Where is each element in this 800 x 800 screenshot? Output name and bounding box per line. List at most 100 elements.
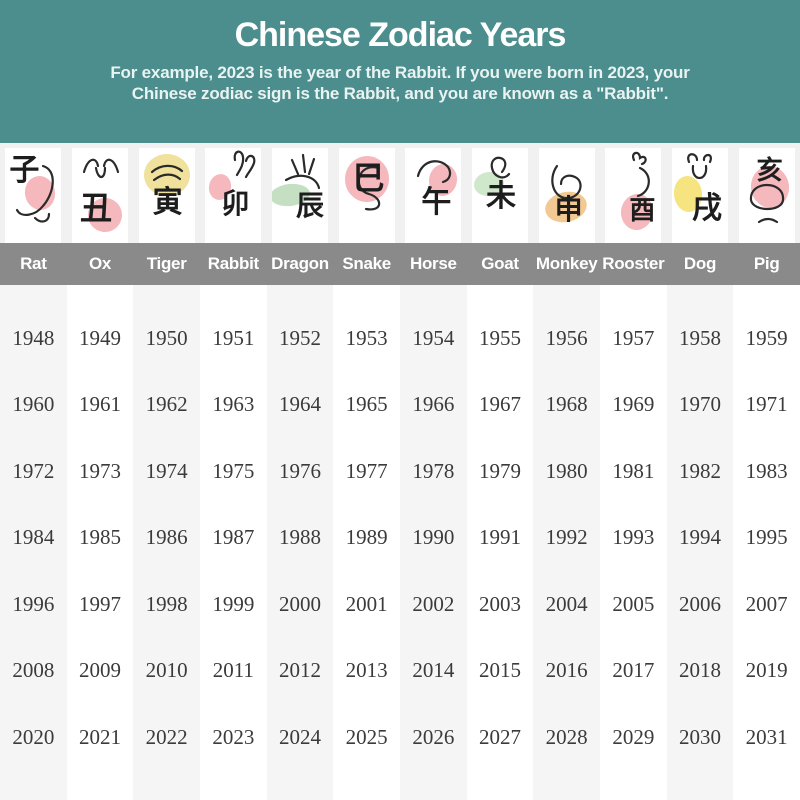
page-subtitle: For example, 2023 is the year of the Rab… (0, 62, 800, 104)
year-column-ox: 1949 1961 1973 1985 1997 2009 2021 (66, 285, 134, 800)
year-cell: 1961 (78, 392, 121, 417)
year-cell: 2010 (145, 658, 188, 683)
year-cell: 1982 (678, 458, 721, 483)
year-column-dog: 1958 1970 1982 1994 2006 2018 2030 (666, 285, 734, 800)
year-cell: 2023 (212, 724, 255, 749)
year-column-tiger: 1950 1962 1974 1986 1998 2010 2022 (133, 285, 200, 800)
year-cell: 2022 (145, 724, 188, 749)
year-cell: 1983 (745, 458, 788, 483)
year-cell: 1986 (145, 525, 188, 550)
year-cell: 2025 (345, 724, 388, 749)
year-column-rabbit: 1951 1963 1975 1987 1999 2011 2023 (199, 285, 267, 800)
zodiac-character-horse: 午 (421, 185, 452, 220)
year-cell: 1981 (612, 458, 655, 483)
column-header-pig: Pig (753, 254, 780, 273)
year-cell: 1957 (612, 325, 655, 350)
year-cell: 1960 (12, 392, 55, 417)
year-cell: 1965 (345, 392, 388, 417)
year-cell: 1996 (12, 591, 55, 616)
column-header-dragon: Dragon (271, 254, 329, 273)
zodiac-character-ox: 丑 (79, 189, 112, 227)
zodiac-dragon-icon: 辰 (271, 148, 328, 243)
year-cell: 2003 (478, 591, 521, 616)
year-cell: 1971 (745, 392, 788, 417)
brush-animal-drawing (417, 160, 452, 184)
zodiac-goat-icon: 未 (471, 148, 528, 243)
zodiac-icon-cell-dragon: 辰 (267, 143, 334, 243)
year-cell: 2031 (745, 724, 788, 749)
year-cell: 1992 (545, 525, 588, 550)
zodiac-character-monkey: 申 (554, 193, 583, 226)
year-cell: 2026 (412, 724, 455, 749)
year-cell: 1966 (412, 392, 455, 417)
year-cell: 2008 (12, 658, 55, 683)
zodiac-dog-icon: 戌 (671, 148, 728, 243)
column-header-tiger: Tiger (146, 254, 187, 273)
year-cell: 1984 (12, 525, 55, 550)
year-cell: 1951 (212, 325, 255, 350)
year-cell: 2030 (678, 724, 721, 749)
column-header-rat: Rat (20, 254, 47, 273)
zodiac-icon-cell-dog: 戌 (667, 143, 734, 243)
zodiac-character-tiger: 寅 (152, 185, 183, 220)
year-cell: 1989 (345, 525, 388, 550)
year-cell: 2016 (545, 658, 588, 683)
year-cell: 1973 (78, 458, 121, 483)
year-cell: 2015 (478, 658, 521, 683)
year-cell: 1952 (278, 325, 321, 350)
year-column-pig: 1959 1971 1983 1995 2007 2019 2031 (733, 285, 800, 800)
year-cell: 1953 (345, 325, 388, 350)
year-cell: 1950 (145, 325, 188, 350)
year-cell: 1958 (678, 325, 721, 350)
zodiac-tiger-icon: 寅 (138, 148, 195, 243)
year-cell: 1948 (12, 325, 55, 350)
year-cell: 2002 (412, 591, 455, 616)
year-column-snake: 1953 1965 1977 1989 2001 2013 2025 (333, 285, 400, 800)
year-cell: 1962 (145, 392, 188, 417)
year-cell: 1978 (412, 458, 455, 483)
year-cell: 1988 (278, 525, 321, 550)
year-cell: 1968 (545, 392, 588, 417)
zodiac-icon-cell-horse: 午 (400, 143, 467, 243)
year-cell: 2005 (612, 591, 655, 616)
year-cell: 2017 (612, 658, 655, 683)
column-header-monkey: Monkey (535, 254, 598, 273)
zodiac-icon-cell-snake: 巳 (333, 143, 400, 243)
zodiac-icon-cell-rooster: 酉 (600, 143, 667, 243)
brush-animal-drawing (233, 150, 256, 179)
brush-animal-drawing (632, 151, 651, 198)
year-cell: 2028 (545, 724, 588, 749)
zodiac-horse-icon: 午 (405, 148, 462, 243)
year-cell: 1963 (212, 392, 255, 417)
year-column-rooster: 1957 1969 1981 1993 2005 2017 2029 (599, 285, 667, 800)
year-cell: 2027 (478, 724, 521, 749)
year-cell: 1975 (212, 458, 255, 483)
zodiac-ox-icon: 丑 (71, 148, 128, 243)
zodiac-character-goat: 未 (485, 179, 516, 214)
brush-animal-drawing (284, 153, 321, 190)
year-cell: 1967 (478, 392, 521, 417)
year-cell: 2014 (412, 658, 455, 683)
year-cell: 1985 (78, 525, 121, 550)
year-column-goat: 1955 1967 1979 1991 2003 2015 2027 (466, 285, 534, 800)
year-cell: 1991 (478, 525, 521, 550)
zodiac-character-dragon: 辰 (295, 189, 324, 222)
year-column-horse: 1954 1966 1978 1990 2002 2014 2026 (399, 285, 467, 800)
year-cell: 1999 (212, 591, 255, 616)
year-cell: 2009 (78, 658, 121, 683)
year-column-dragon: 1952 1964 1976 1988 2000 2012 2024 (266, 285, 334, 800)
brush-animal-drawing (357, 166, 380, 211)
zodiac-snake-icon: 巳 (338, 148, 395, 243)
year-cell: 1987 (212, 525, 255, 550)
year-cell: 1995 (745, 525, 788, 550)
column-header-snake: Snake (342, 254, 391, 273)
zodiac-character-dog: 戌 (691, 191, 722, 226)
zodiac-icon-cell-pig: 亥 (733, 143, 800, 243)
zodiac-icon-cell-ox: 丑 (67, 143, 134, 243)
column-header-rabbit: Rabbit (207, 254, 259, 273)
zodiac-rooster-icon: 酉 (605, 148, 662, 243)
column-header-rooster: Rooster (602, 254, 665, 273)
zodiac-icon-cell-rabbit: 卯 (200, 143, 267, 243)
year-cell: 1974 (145, 458, 188, 483)
